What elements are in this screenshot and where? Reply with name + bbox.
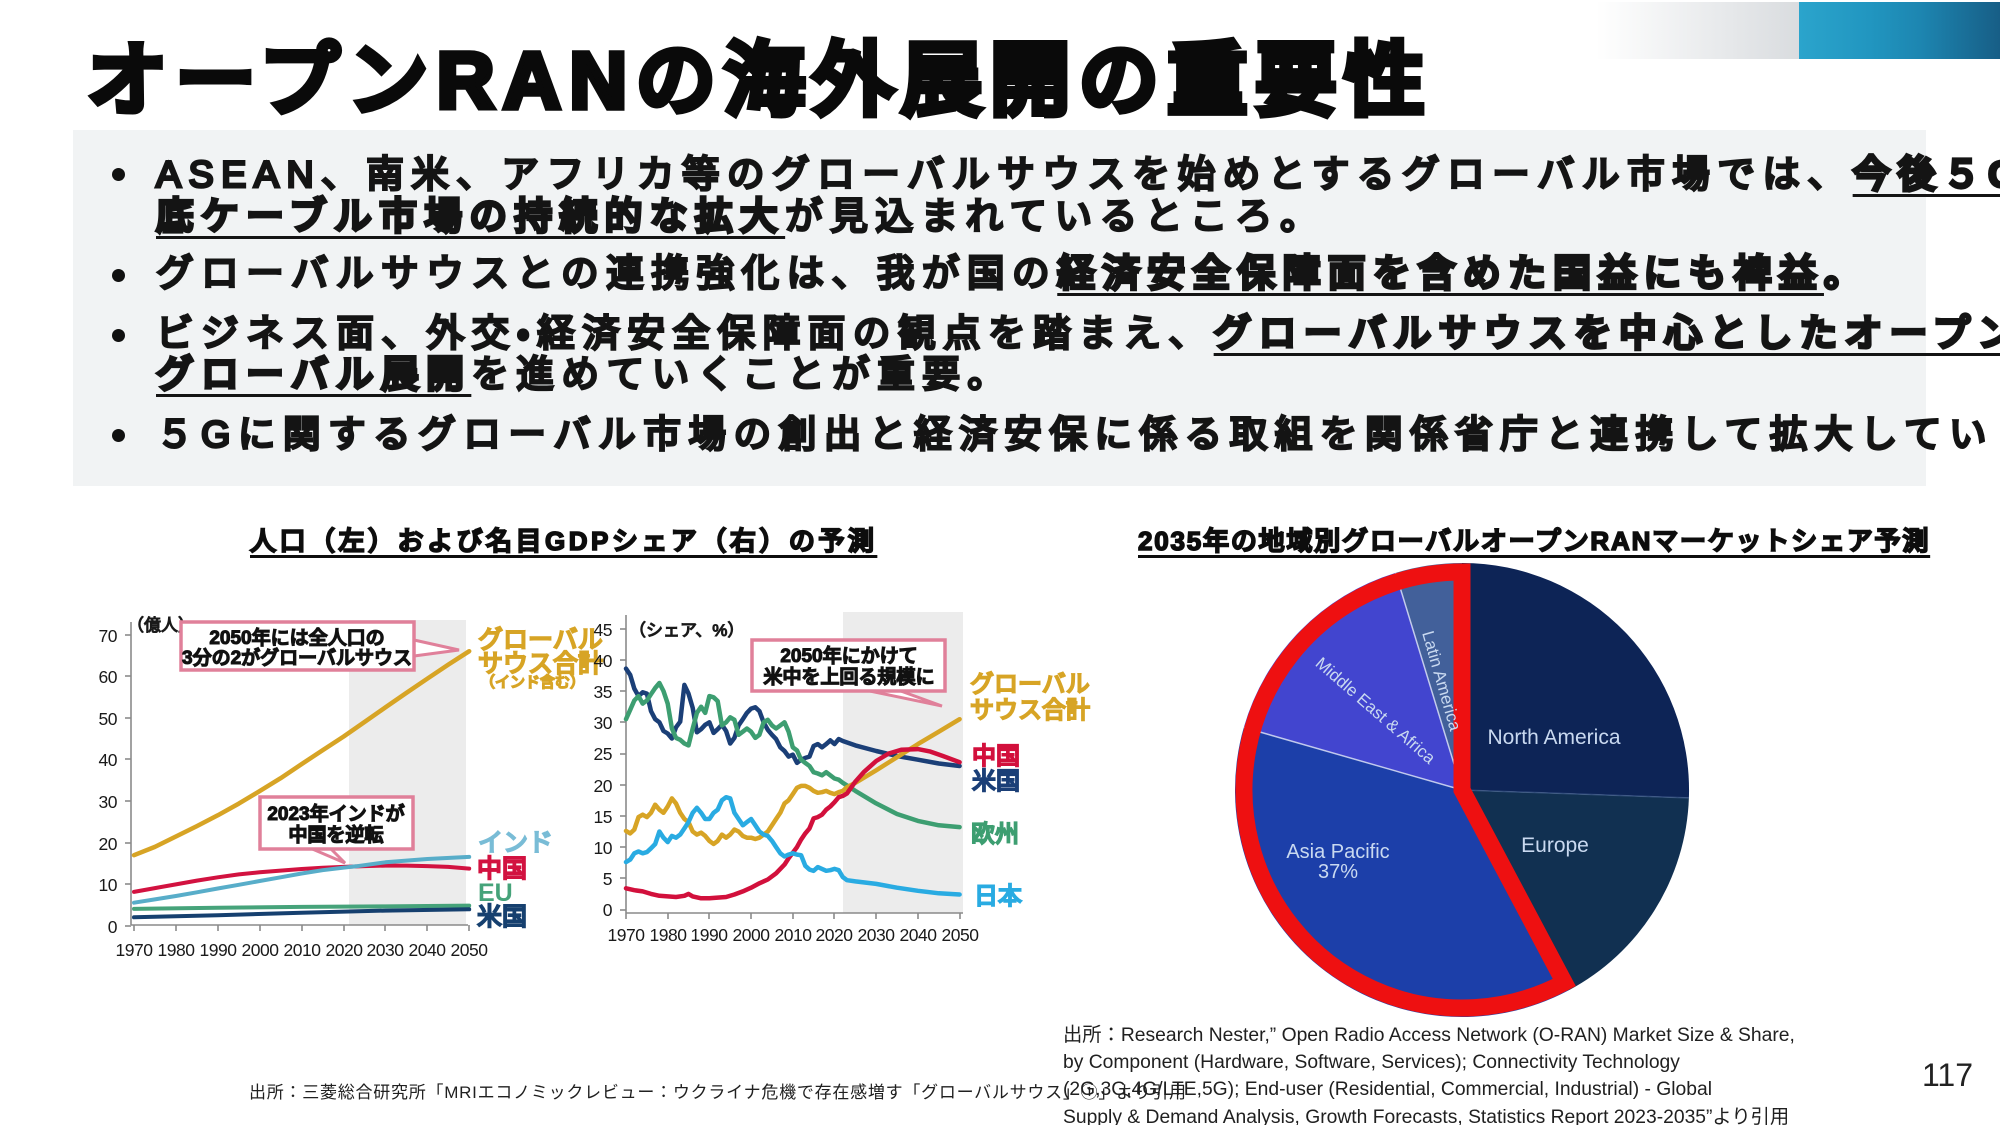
svg-text:North America: North America: [1487, 726, 1620, 749]
svg-text:60: 60: [99, 667, 118, 687]
svg-text:中国: 中国: [972, 743, 1020, 770]
svg-text:2040: 2040: [900, 925, 938, 945]
svg-text:37%: 37%: [1318, 861, 1358, 883]
svg-text:2040: 2040: [409, 940, 447, 960]
svg-text:1970: 1970: [608, 925, 646, 945]
svg-text:グローバル: グローバル: [478, 626, 603, 654]
svg-text:2050年にかけて: 2050年にかけて: [780, 644, 917, 667]
svg-text:2000: 2000: [242, 940, 280, 960]
svg-text:20: 20: [99, 834, 118, 854]
svg-text:日本: 日本: [974, 883, 1023, 910]
svg-text:10: 10: [594, 838, 613, 858]
svg-text:2050年には全人口の: 2050年には全人口の: [209, 626, 384, 649]
svg-text:1970: 1970: [116, 940, 154, 960]
svg-text:米国: 米国: [972, 768, 1020, 795]
svg-text:0: 0: [108, 917, 118, 937]
svg-text:Asia Pacific: Asia Pacific: [1286, 841, 1389, 863]
svg-text:2050: 2050: [451, 940, 489, 960]
svg-text:30: 30: [594, 713, 613, 733]
svg-text:1990: 1990: [200, 940, 238, 960]
svg-text:3分の2がグローバルサウス: 3分の2がグローバルサウス: [182, 646, 412, 669]
svg-text:2020: 2020: [326, 940, 364, 960]
svg-text:2020: 2020: [816, 925, 854, 945]
svg-text:30: 30: [99, 792, 118, 812]
svg-text:2023年インドが: 2023年インドが: [267, 802, 404, 825]
svg-text:（シェア、%）: （シェア、%）: [629, 621, 744, 640]
svg-text:EU: EU: [478, 879, 513, 907]
svg-text:15: 15: [594, 807, 612, 827]
svg-text:サウス合計: サウス合計: [970, 697, 1090, 724]
svg-text:2050: 2050: [942, 925, 980, 945]
svg-text:1980: 1980: [158, 940, 196, 960]
svg-text:2010: 2010: [284, 940, 322, 960]
svg-text:1980: 1980: [650, 925, 688, 945]
svg-text:（インド含む）: （インド含む）: [480, 673, 585, 691]
svg-text:Europe: Europe: [1521, 834, 1589, 857]
svg-text:（億人）: （億人）: [127, 616, 195, 635]
svg-text:グローバル: グローバル: [970, 671, 1090, 698]
svg-text:10: 10: [99, 875, 118, 895]
svg-text:25: 25: [594, 744, 612, 764]
svg-text:米国: 米国: [477, 903, 527, 931]
svg-text:インド: インド: [478, 829, 553, 857]
svg-text:中国を逆転: 中国を逆転: [288, 823, 383, 846]
svg-text:40: 40: [99, 750, 118, 770]
svg-text:中国: 中国: [477, 855, 527, 883]
svg-text:2010: 2010: [775, 925, 813, 945]
svg-text:50: 50: [99, 709, 118, 729]
svg-text:20: 20: [594, 776, 613, 796]
svg-text:1990: 1990: [691, 925, 729, 945]
svg-text:70: 70: [99, 626, 118, 646]
svg-text:米中を上回る規模に: 米中を上回る規模に: [763, 665, 934, 688]
svg-text:45: 45: [594, 620, 612, 640]
svg-text:欧州: 欧州: [971, 821, 1019, 848]
svg-text:35: 35: [594, 682, 612, 702]
svg-text:0: 0: [603, 900, 613, 920]
svg-text:2000: 2000: [733, 925, 771, 945]
svg-text:サウス合計: サウス合計: [478, 650, 603, 678]
svg-text:2030: 2030: [858, 925, 896, 945]
svg-text:5: 5: [603, 869, 612, 889]
svg-text:2030: 2030: [367, 940, 405, 960]
svg-text:40: 40: [594, 651, 613, 671]
